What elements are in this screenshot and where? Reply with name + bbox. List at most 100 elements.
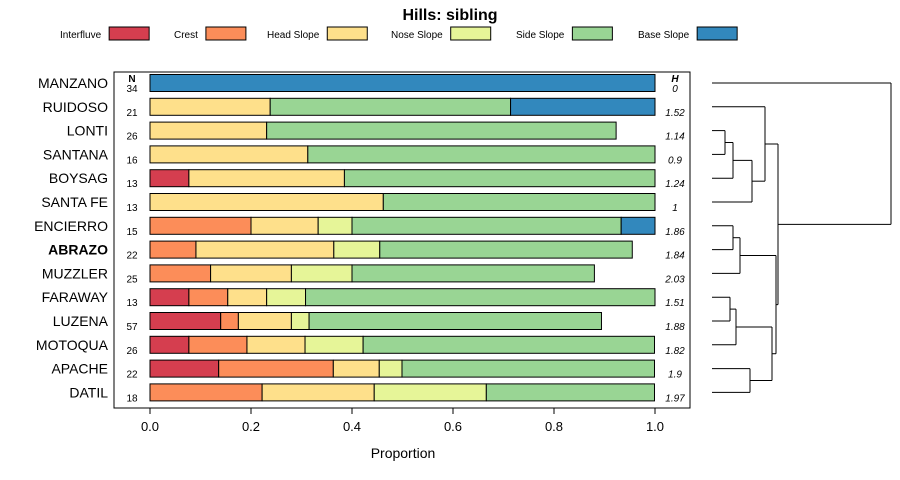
bar-segment — [188, 169, 345, 188]
bar-segment — [149, 193, 384, 211]
row-label: MUZZLER — [42, 265, 108, 281]
row-label: FARAWAY — [42, 289, 109, 305]
row-label: APACHE — [51, 361, 108, 377]
bar-segment — [149, 169, 190, 188]
x-axis-label: Proportion — [371, 445, 436, 461]
h-value: 1.88 — [665, 322, 685, 333]
legend-swatch — [205, 26, 247, 41]
x-tick-label: 0.8 — [545, 419, 563, 434]
bar-segment — [333, 240, 381, 259]
bar-segment — [246, 335, 306, 354]
bar-segment — [351, 216, 622, 235]
bar-segment — [317, 216, 353, 235]
bar-segment — [379, 240, 633, 259]
bar-segment — [261, 383, 375, 402]
bar-segment — [620, 216, 656, 235]
h-value: 0.9 — [668, 155, 682, 166]
row-label: SANTANA — [43, 146, 109, 162]
bar-segment — [269, 97, 512, 116]
bar-row: APACHE 22 1.9 — [51, 359, 682, 381]
bar-row: DATIL 18 1.97 — [69, 383, 685, 404]
bar-segment — [195, 240, 335, 259]
n-value: 15 — [126, 227, 138, 238]
legend-label: Crest — [174, 30, 198, 41]
row-label: ENCIERRO — [34, 218, 108, 234]
bar-row: MANZANO 34 0 — [38, 74, 678, 95]
bar-segment — [149, 240, 197, 259]
bar-segment — [149, 335, 190, 354]
h-value: 1.84 — [665, 251, 685, 262]
h-value: 1 — [672, 203, 678, 214]
bar-segment — [304, 335, 364, 354]
h-value: 1.9 — [668, 370, 682, 381]
n-value: 13 — [126, 203, 138, 214]
bar-segment — [149, 145, 309, 164]
legend-label: Head Slope — [267, 30, 320, 41]
bar-segment — [149, 121, 268, 140]
legend-swatch — [696, 26, 738, 41]
bar-row: SANTA FE 13 1 — [41, 193, 678, 214]
row-label: MANZANO — [38, 75, 108, 91]
bar-segment — [149, 288, 190, 307]
row-label: ABRAZO — [48, 242, 108, 258]
bar-segment — [510, 97, 656, 116]
row-label: SANTA FE — [41, 194, 108, 210]
bar-row: ABRAZO 22 1.84 — [48, 240, 685, 262]
row-label: LUZENA — [53, 313, 109, 329]
bar-segment — [149, 216, 252, 235]
bar-segment — [250, 216, 319, 235]
x-tick-label: 0.2 — [242, 419, 260, 434]
bar-segment — [210, 264, 292, 283]
h-value: 1.51 — [665, 298, 684, 309]
n-value: 16 — [126, 155, 138, 166]
bar-row: FARAWAY 13 1.51 — [42, 288, 685, 309]
h-value: 1.14 — [665, 132, 685, 143]
row-label: RUIDOSO — [43, 99, 108, 115]
n-value: 25 — [126, 274, 138, 285]
n-value: 21 — [126, 108, 138, 119]
bar-segment — [227, 288, 268, 307]
bar-segment — [343, 169, 656, 188]
bar-segment — [382, 193, 656, 211]
bar-segment — [149, 97, 271, 116]
n-value: 18 — [126, 393, 138, 404]
h-value: 1.52 — [665, 108, 685, 119]
legend-label: Side Slope — [516, 30, 565, 41]
x-tick-label: 0.4 — [343, 419, 361, 434]
legend-label: Interfluve — [60, 30, 102, 41]
bar-segment — [237, 312, 292, 330]
legend-swatch — [450, 26, 492, 41]
row-label: LONTI — [67, 123, 108, 139]
legend-swatch — [108, 26, 150, 41]
bar-row: MUZZLER 25 2.03 — [42, 264, 685, 285]
legend: Interfluve Crest Head Slope Nose Slope Side … — [60, 26, 738, 41]
bar-segment — [290, 264, 353, 283]
bar-segment — [220, 312, 239, 330]
bar-segment — [332, 359, 380, 378]
row-label: MOTOQUA — [36, 337, 109, 353]
h-column-header: H — [671, 74, 679, 85]
bar-segment — [149, 312, 222, 330]
bar-segment — [362, 335, 655, 354]
row-label: DATIL — [69, 384, 108, 400]
chart-title: Hills: sibling — [402, 7, 497, 24]
x-tick-label: 0.0 — [141, 419, 159, 434]
bar-segment — [305, 288, 656, 307]
h-value: 0 — [672, 84, 678, 95]
n-value: 34 — [126, 84, 138, 95]
bar-segment — [149, 264, 212, 283]
bar-segment — [308, 312, 602, 330]
bar-segment — [266, 121, 617, 140]
bar-segment — [188, 335, 248, 354]
n-column-header: N — [128, 74, 135, 85]
bar-row: LUZENA 57 1.88 — [53, 312, 685, 333]
n-value: 13 — [126, 179, 138, 190]
legend-swatch — [326, 26, 368, 41]
bar-segment — [266, 288, 307, 307]
bar-segment — [351, 264, 595, 283]
bar-segment — [188, 288, 229, 307]
bar-segment — [290, 312, 310, 330]
legend-swatch — [571, 26, 613, 41]
bar-row: RUIDOSO 21 1.52 — [43, 97, 685, 119]
